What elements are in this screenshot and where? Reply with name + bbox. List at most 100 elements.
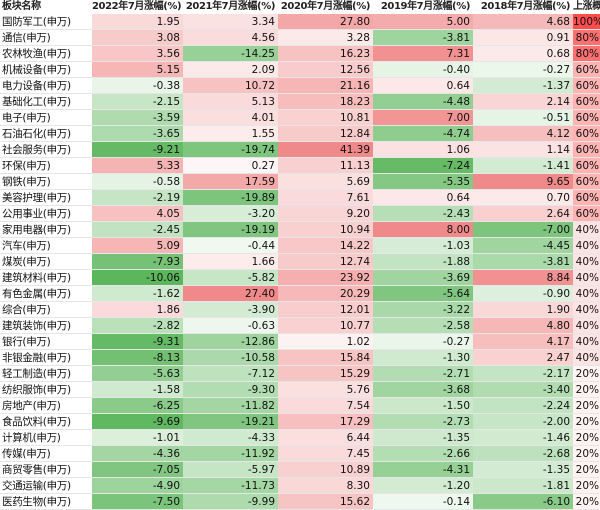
change-cell: -7.12: [183, 366, 278, 382]
change-cell: 4.80: [473, 318, 573, 334]
probability-cell: 60%: [573, 62, 600, 78]
sector-name-cell: 机械设备(申万): [2, 64, 71, 76]
probability-cell: 100%: [573, 14, 600, 30]
change-cell: -3.22: [373, 302, 473, 318]
probability-cell: 40%: [573, 238, 600, 254]
table-row: 传媒(申万) -4.36 -11.92 7.45 -2.66 -2.68 20%: [0, 446, 600, 462]
change-cell: 2.09: [183, 62, 278, 78]
probability-cell: 20%: [573, 478, 600, 494]
change-cell: -3.68: [373, 382, 473, 398]
change-cell: 1.66: [183, 254, 278, 270]
change-cell: 27.80: [278, 14, 373, 30]
table-row: 钢铁(申万) -0.58 17.59 5.69 -5.35 9.65 60%: [0, 174, 600, 190]
table-row: 纺织服饰(申万) -1.58 -9.30 5.76 -3.68 -3.40 20%: [0, 382, 600, 398]
sector-name-cell: 纺织服饰(申万): [2, 384, 71, 396]
column-header[interactable]: 2019年7月涨幅(%): [380, 1, 471, 12]
sector-name-cell: 社会服务(申万): [2, 144, 71, 156]
row-divider: [0, 237, 600, 238]
row-divider: [0, 269, 600, 270]
probability-cell: 20%: [573, 366, 600, 382]
row-divider: [0, 173, 600, 174]
change-cell: 3.28: [278, 30, 373, 46]
change-cell: -8.13: [92, 350, 183, 366]
change-cell: 17.59: [183, 174, 278, 190]
change-cell: 27.40: [183, 286, 278, 302]
change-cell: -19.21: [183, 414, 278, 430]
column-header[interactable]: 2021年7月涨幅(%): [185, 1, 276, 12]
change-cell: -2.82: [92, 318, 183, 334]
change-cell: -6.10: [473, 494, 573, 510]
change-cell: -5.64: [373, 286, 473, 302]
change-cell: -1.58: [92, 382, 183, 398]
change-cell: -19.89: [183, 190, 278, 206]
column-header[interactable]: 2018年7月涨幅(%): [480, 1, 571, 12]
change-cell: -4.45: [473, 238, 573, 254]
change-cell: -10.58: [183, 350, 278, 366]
change-cell: -2.43: [373, 206, 473, 222]
change-cell: 12.74: [278, 254, 373, 270]
change-cell: 7.54: [278, 398, 373, 414]
change-cell: -1.81: [473, 478, 573, 494]
change-cell: 1.55: [183, 126, 278, 142]
probability-cell: 60%: [573, 158, 600, 174]
row-divider: [0, 253, 600, 254]
table-row: 汽车(申万) 5.09 -0.44 14.22 -1.03 -4.45 40%: [0, 238, 600, 254]
change-cell: -9.21: [92, 142, 183, 158]
change-cell: -1.20: [373, 478, 473, 494]
change-cell: -6.25: [92, 398, 183, 414]
change-cell: -1.46: [473, 430, 573, 446]
table-row: 美容护理(申万) -2.19 -19.89 7.61 0.64 0.70 60%: [0, 190, 600, 206]
change-cell: 7.61: [278, 190, 373, 206]
change-cell: -0.63: [183, 318, 278, 334]
row-divider: [0, 349, 600, 350]
change-cell: 10.77: [278, 318, 373, 334]
change-cell: -4.31: [373, 462, 473, 478]
change-cell: 8.84: [473, 270, 573, 286]
sector-name-cell: 医药生物(申万): [2, 496, 71, 508]
row-divider: [0, 93, 600, 94]
row-divider: [0, 157, 600, 158]
change-cell: 9.65: [473, 174, 573, 190]
change-cell: 5.09: [92, 238, 183, 254]
row-divider: [0, 77, 600, 78]
sector-name-cell: 公用事业(申万): [2, 208, 71, 220]
change-cell: 7.31: [373, 46, 473, 62]
change-cell: -1.88: [373, 254, 473, 270]
change-cell: 2.64: [473, 206, 573, 222]
change-cell: -2.66: [373, 446, 473, 462]
table-row: 交通运输(申万) -4.90 -11.73 8.30 -1.20 -1.81 20%: [0, 478, 600, 494]
row-divider: [0, 125, 600, 126]
table-row: 社会服务(申万) -9.21 -19.74 41.39 1.06 1.14 60%: [0, 142, 600, 158]
change-cell: -5.63: [92, 366, 183, 382]
table-row: 公用事业(申万) 4.05 -3.20 9.20 -2.43 2.64 60%: [0, 206, 600, 222]
change-cell: -7.00: [473, 222, 573, 238]
column-header[interactable]: 2022年7月涨幅(%): [92, 1, 182, 12]
column-header[interactable]: 2020年7月涨幅(%): [280, 1, 371, 12]
change-cell: -9.31: [92, 334, 183, 350]
change-cell: -0.38: [92, 78, 183, 94]
column-header[interactable]: 上涨概率: [573, 1, 600, 12]
probability-cell: 20%: [573, 494, 600, 510]
row-divider: [0, 109, 600, 110]
change-cell: 1.06: [373, 142, 473, 158]
column-header[interactable]: 板块名称: [2, 1, 41, 12]
change-cell: 5.69: [278, 174, 373, 190]
probability-cell: 40%: [573, 286, 600, 302]
sector-name-cell: 煤炭(申万): [2, 256, 51, 268]
row-divider: [0, 301, 600, 302]
change-cell: -2.15: [92, 94, 183, 110]
change-cell: 4.56: [183, 30, 278, 46]
sector-name-cell: 环保(申万): [2, 160, 51, 172]
change-cell: -7.24: [373, 158, 473, 174]
change-cell: 0.27: [183, 158, 278, 174]
change-cell: 4.68: [473, 14, 573, 30]
change-cell: -19.19: [183, 222, 278, 238]
row-divider: [0, 45, 600, 46]
change-cell: -1.37: [473, 78, 573, 94]
change-cell: 0.64: [373, 190, 473, 206]
change-cell: 0.64: [373, 78, 473, 94]
change-cell: -9.30: [183, 382, 278, 398]
change-cell: 5.76: [278, 382, 373, 398]
row-divider: [0, 413, 600, 414]
probability-cell: 20%: [573, 414, 600, 430]
